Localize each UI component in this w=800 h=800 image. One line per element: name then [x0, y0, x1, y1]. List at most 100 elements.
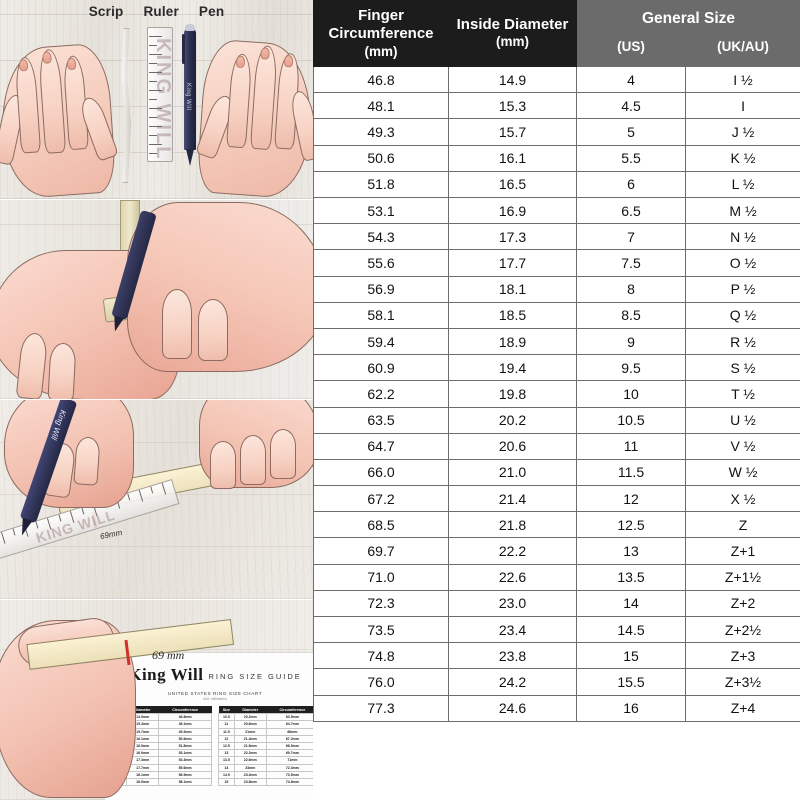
fingernail: [260, 47, 271, 60]
cell-size-us: 10.5: [576, 406, 686, 434]
pen-tip: [186, 149, 194, 166]
mini-cell: 49.3mm: [158, 727, 212, 736]
mini-cell: 23mm: [233, 763, 267, 772]
card-brand: King Will RING SIZE GUIDE: [105, 665, 313, 685]
fingernail: [66, 57, 77, 71]
header-inside-diameter: Inside Diameter (mm): [448, 0, 577, 68]
cell-inside-diameter: 15.3: [448, 92, 577, 120]
cell-size-us: 13.5: [576, 563, 686, 591]
cell-size-us: 9: [576, 327, 686, 356]
mini-cell: 21mm: [233, 727, 267, 736]
mini-cell: 21.4mm: [233, 734, 267, 743]
table-row: 50.6 16.1 5.5 K ½: [313, 144, 800, 172]
cell-finger-circumference: 51.8: [313, 170, 449, 199]
header-unit: (mm): [496, 34, 529, 50]
mini-header-circumference: Circumference: [158, 706, 212, 714]
mini-table-row: 12.5 21.8mm 68.5mm: [218, 741, 313, 751]
label-pen: Pen: [198, 4, 225, 19]
table-row: 72.3 23.0 14 Z+2: [313, 589, 800, 618]
finger: [249, 44, 279, 151]
mini-table-row: 13 22.2mm 69.7mm: [218, 749, 313, 758]
finger: [270, 429, 296, 479]
cell-size-ukau: I: [684, 92, 800, 120]
cell-finger-circumference: 71.0: [313, 563, 449, 591]
cell-size-us: 8.5: [576, 301, 686, 329]
cell-finger-circumference: 50.6: [313, 144, 449, 172]
table-row: 64.7 20.6 11 V ½: [313, 432, 800, 460]
cell-size-ukau: R ½: [684, 327, 800, 356]
mini-cell: 20.2mm: [233, 713, 267, 722]
mini-cell: 23.8mm: [233, 777, 267, 787]
header-line-1: Finger: [358, 7, 404, 24]
cell-finger-circumference: 48.1: [313, 92, 449, 120]
mini-cell: 50.6mm: [158, 734, 212, 743]
cell-inside-diameter: 24.2: [448, 668, 577, 696]
mini-cell: 64.7mm: [265, 720, 313, 729]
cell-finger-circumference: 53.1: [313, 196, 449, 225]
header-size-ukau: (UK/AU): [684, 33, 800, 68]
cell-inside-diameter: 15.7: [448, 118, 577, 146]
cell-size-us: 12.5: [576, 511, 686, 539]
mini-cell: 23.4mm: [233, 770, 267, 779]
mini-cell: 15: [218, 777, 235, 787]
mini-header-size: Size: [218, 706, 235, 714]
header-size-us: (US): [576, 33, 686, 68]
card-units-note: Unit: millimeters: [202, 697, 228, 701]
mini-table-row: 10.5 20.2mm 63.5mm: [218, 713, 313, 722]
mini-cell: 13: [218, 749, 235, 758]
mini-table-row: 11.5 21mm 66mm: [218, 727, 313, 736]
table-row: 60.9 19.4 9.5 S ½: [313, 354, 800, 382]
table-row: 46.8 14.9 4 I ½: [313, 66, 800, 94]
cell-finger-circumference: 67.2: [313, 485, 449, 513]
cell-inside-diameter: 16.5: [448, 170, 577, 199]
table-header: Finger Circumference (mm) Inside Diamete…: [313, 0, 800, 68]
cell-inside-diameter: 21.0: [448, 458, 577, 487]
cell-size-us: 10: [576, 380, 686, 408]
finger: [162, 289, 192, 359]
table-row: 69.7 22.2 13 Z+1: [313, 537, 800, 565]
mini-cell: 71mm: [265, 756, 313, 765]
table-row: 67.2 21.4 12 X ½: [313, 485, 800, 513]
table-row: 54.3 17.3 7 N ½: [313, 223, 800, 251]
cell-finger-circumference: 69.7: [313, 537, 449, 565]
cell-finger-circumference: 68.5: [313, 511, 449, 539]
mini-cell: 22.2mm: [233, 749, 267, 758]
cell-inside-diameter: 18.1: [448, 275, 577, 303]
mini-cell: 73.5mm: [265, 770, 313, 779]
mini-cell: 14: [218, 763, 235, 772]
pen-brand-text: King Will: [185, 83, 191, 111]
right-hand-holding-pen: [127, 202, 313, 372]
cell-size-ukau: Z+1: [684, 537, 800, 565]
header-finger-circumference: Finger Circumference (mm): [313, 0, 449, 68]
card-brand-name: King Will: [128, 665, 204, 684]
mini-cell: 12.5: [218, 741, 235, 751]
finger: [38, 48, 67, 154]
cell-finger-circumference: 60.9: [313, 354, 449, 382]
mini-cell: 55.6mm: [158, 763, 212, 772]
cell-size-us: 7.5: [576, 249, 686, 277]
cell-inside-diameter: 21.8: [448, 511, 577, 539]
mini-cell: 46.8mm: [158, 713, 212, 722]
mini-cell: 53.1mm: [158, 749, 212, 758]
cell-size-ukau: Z+1½: [684, 563, 800, 591]
cell-size-ukau: U ½: [684, 406, 800, 434]
cell-size-us: 9.5: [576, 354, 686, 382]
table-row: 74.8 23.8 15 Z+3: [313, 642, 800, 670]
cell-finger-circumference: 66.0: [313, 458, 449, 487]
table-row: 58.1 18.5 8.5 Q ½: [313, 301, 800, 329]
mini-cell: 63.5mm: [265, 713, 313, 722]
mini-cell: 14.5: [218, 770, 235, 779]
mini-table-row: 14.5 23.4mm 73.5mm: [218, 770, 313, 779]
cell-size-ukau: K ½: [684, 144, 800, 172]
cell-size-ukau: X ½: [684, 485, 800, 513]
mini-left-body: 414.9mm46.8mm4.515.3mm48.1mm515.7mm49.3m…: [110, 713, 212, 787]
cell-size-ukau: Q ½: [684, 301, 800, 329]
mini-chart-wrapper: Size Diameter Circumference 414.9mm46.8m…: [110, 706, 313, 787]
cell-size-us: 12: [576, 485, 686, 513]
cell-finger-circumference: 62.2: [313, 380, 449, 408]
left-hand: [0, 42, 119, 199]
cell-size-ukau: W ½: [684, 458, 800, 487]
ruler: KING WILL: [147, 27, 173, 162]
cell-size-us: 13: [576, 537, 686, 565]
